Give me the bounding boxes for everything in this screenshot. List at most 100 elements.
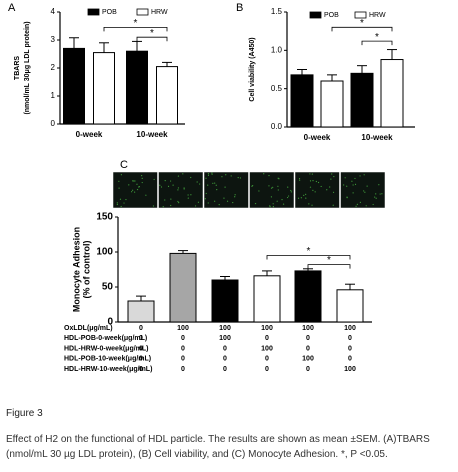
bar: [126, 50, 148, 125]
cell-dot: [118, 180, 120, 182]
bar: [253, 275, 281, 323]
significance-bracket: [136, 36, 168, 42]
table-cell: 100: [344, 366, 356, 373]
cell-dot: [355, 205, 357, 207]
cell-dot: [177, 187, 180, 189]
cell-dot: [378, 184, 380, 186]
cell-dot: [333, 175, 335, 178]
cell-dot: [298, 177, 301, 180]
cell-dot: [145, 194, 147, 196]
cell-dot: [311, 173, 313, 175]
cell-dot: [277, 185, 279, 187]
cell-dot: [363, 190, 365, 192]
cell-dot: [207, 174, 210, 176]
row-label: OxLDL(μg/mL): [64, 325, 113, 332]
cell-dot: [276, 200, 278, 202]
bar: [294, 270, 322, 323]
cell-dot: [190, 194, 192, 196]
image-tile: [112, 171, 158, 209]
cell-dot: [167, 185, 170, 187]
significance-star: *: [375, 32, 379, 43]
cell-dot: [315, 180, 317, 183]
legend-swatch: [87, 8, 100, 16]
legend-label: POB: [102, 9, 117, 16]
significance-star: *: [134, 18, 138, 29]
cell-dot: [190, 176, 192, 179]
cell-dot: [305, 193, 307, 195]
y-axis-label: (nmol/mL 30μg LDL protein): [24, 21, 31, 114]
legend-swatch: [309, 11, 322, 19]
cell-dot: [230, 175, 232, 177]
cell-dot: [354, 183, 357, 186]
table-cell: 100: [219, 325, 231, 332]
cell-dot: [205, 177, 207, 179]
significance-bracket: [331, 26, 393, 32]
cell-dot: [162, 206, 164, 208]
table-cell: 0: [306, 366, 310, 373]
image-tile: [294, 171, 340, 209]
cell-dot: [363, 174, 365, 176]
table-cell: 0: [181, 356, 185, 363]
legend-label: POB: [324, 12, 339, 19]
cell-dot: [118, 187, 120, 189]
cell-dot: [215, 184, 217, 186]
cell-dot: [303, 194, 305, 196]
cell-dot: [187, 194, 189, 196]
cell-dot: [332, 204, 334, 206]
y-tick-label: 2: [51, 63, 56, 72]
cell-dot: [196, 181, 198, 183]
cell-dot: [314, 191, 316, 193]
cell-dot: [287, 195, 290, 197]
cell-dot: [268, 185, 270, 187]
cell-dot: [312, 179, 314, 182]
y-tick-label: 150: [96, 212, 113, 223]
cell-dot: [153, 178, 155, 181]
cell-dot: [224, 186, 226, 188]
cell-dot: [308, 203, 310, 205]
cell-dot: [234, 196, 236, 198]
cell-dot: [226, 200, 229, 202]
cell-dot: [282, 203, 285, 205]
table-cell: 100: [261, 325, 273, 332]
cell-dot: [311, 204, 313, 206]
table-cell: 0: [139, 335, 143, 342]
x-tick-label: 10-week: [136, 130, 168, 139]
figure: A 0 1 2 3 4 TBARS (nmol/mL 30μg LDL protein) 0-w…: [8, 2, 415, 373]
cell-dot: [133, 191, 136, 193]
cell-dot: [170, 204, 172, 207]
cell-dot: [281, 199, 283, 201]
cell-dot: [330, 178, 332, 180]
cell-dot: [136, 183, 138, 185]
cell-dot: [272, 186, 274, 188]
significance-bracket: [361, 40, 393, 46]
cell-dot: [272, 206, 274, 208]
cell-dot: [170, 198, 172, 200]
cell-dot: [356, 203, 358, 205]
cell-dot: [133, 180, 135, 182]
significance-bracket: [307, 264, 351, 269]
y-tick-label: 1.0: [271, 45, 283, 54]
cell-dot: [287, 186, 289, 188]
cell-dot: [116, 203, 118, 206]
table-cell: 0: [306, 335, 310, 342]
y-tick-label: 100: [96, 247, 113, 258]
cell-dot: [138, 186, 140, 188]
image-tile: [203, 171, 249, 209]
cell-dot: [344, 177, 346, 179]
x-tick-label: 10-week: [361, 133, 393, 142]
table-cell: 0: [181, 345, 185, 352]
cell-dot: [211, 172, 213, 174]
cell-dot: [263, 173, 265, 175]
y-tick-label: 0: [107, 317, 113, 328]
x-tick-label: 0-week: [76, 130, 103, 139]
cell-dot: [326, 189, 328, 191]
panel-label: B: [236, 2, 243, 14]
legend-swatch: [354, 11, 367, 19]
cell-dot: [221, 176, 223, 178]
y-axis-label: Cell viability (A450): [249, 37, 256, 101]
cell-dot: [187, 197, 189, 199]
table-cell: 0: [265, 366, 269, 373]
table-cell: 0: [139, 325, 143, 332]
significance-star: *: [150, 28, 154, 39]
bar: [336, 289, 364, 323]
